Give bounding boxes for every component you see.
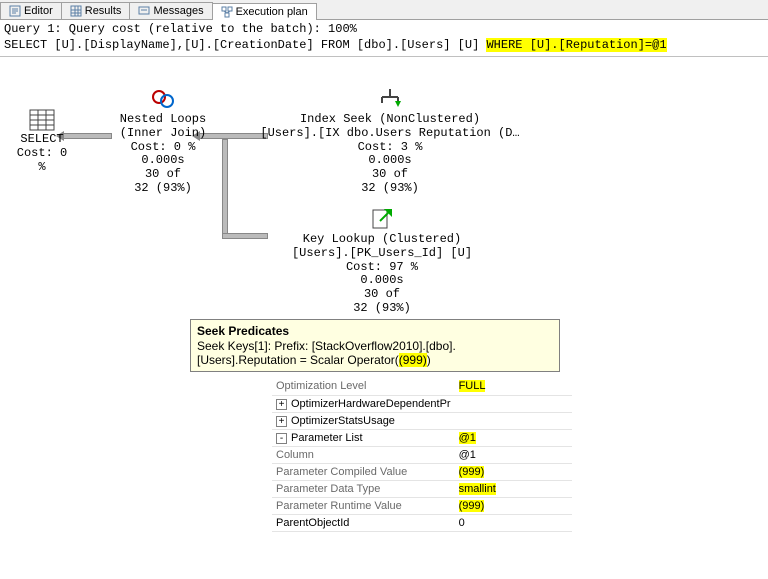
prop-row-runtime-value[interactable]: Parameter Runtime Value (999) — [272, 497, 572, 514]
prop-row-opt-hw[interactable]: + OptimizerHardwareDependentPr — [272, 395, 572, 412]
prop-name: Parameter List — [291, 432, 363, 444]
op-lookup-l5: 30 of — [272, 288, 492, 302]
op-lookup-l1: Key Lookup (Clustered) — [272, 233, 492, 247]
prop-row-data-type[interactable]: Parameter Data Type smallint — [272, 480, 572, 497]
sql-where-highlight: WHERE [U].[Reputation]=@1 — [486, 38, 666, 52]
prop-name: OptimizerStatsUsage — [291, 415, 395, 427]
seek-body-b: ) — [427, 353, 431, 367]
select-table-icon — [29, 109, 55, 131]
op-nested-l6: 32 (93%) — [108, 182, 218, 196]
arrow — [222, 233, 268, 239]
query-cost-header: Query 1: Query cost (relative to the bat… — [0, 20, 768, 38]
seek-predicates-title: Seek Predicates — [197, 324, 553, 338]
arrow — [222, 139, 228, 237]
prop-row-opt-stats[interactable]: + OptimizerStatsUsage — [272, 412, 572, 429]
prop-val: @1 — [459, 432, 476, 444]
prop-val — [455, 412, 572, 429]
prop-val: (999) — [459, 466, 485, 478]
op-nested-l2: (Inner Join) — [108, 127, 218, 141]
prop-name: Optimization Level — [272, 378, 455, 395]
op-seek-l6: 32 (93%) — [260, 182, 520, 196]
seek-predicates-body: Seek Keys[1]: Prefix: [StackOverflow2010… — [197, 339, 553, 367]
prop-row-column[interactable]: Column @1 — [272, 446, 572, 463]
collapse-icon[interactable]: - — [276, 433, 287, 444]
tab-plan-label: Execution plan — [236, 6, 308, 18]
prop-val — [455, 395, 572, 412]
op-lookup-l2: [Users].[PK_Users_Id] [U] — [272, 247, 492, 261]
seek-predicates-tooltip: Seek Predicates Seek Keys[1]: Prefix: [S… — [190, 319, 560, 372]
op-nested-l5: 30 of — [108, 168, 218, 182]
op-key-lookup[interactable]: Key Lookup (Clustered) [Users].[PK_Users… — [272, 207, 492, 316]
op-lookup-l6: 32 (93%) — [272, 302, 492, 316]
prop-name: Parameter Data Type — [272, 480, 455, 497]
prop-name: Parameter Compiled Value — [272, 463, 455, 480]
op-lookup-l4: 0.000s — [272, 274, 492, 288]
editor-icon — [9, 5, 21, 17]
prop-row-compiled-value[interactable]: Parameter Compiled Value (999) — [272, 463, 572, 480]
prop-val: 0 — [455, 514, 572, 531]
prop-name: OptimizerHardwareDependentPr — [291, 398, 451, 410]
prop-row-param-list[interactable]: -Parameter List @1 — [272, 429, 572, 446]
op-select-cost: Cost: 0 % — [10, 147, 74, 175]
op-seek-l3: Cost: 3 % — [260, 141, 520, 155]
index-seek-icon — [378, 87, 402, 111]
execution-plan-canvas: SELECT Cost: 0 % Nested Loops (Inner Joi… — [0, 57, 768, 317]
prop-name: Column — [272, 446, 455, 463]
sql-statement: SELECT [U].[DisplayName],[U].[CreationDa… — [0, 38, 768, 57]
grid-icon — [70, 5, 82, 17]
messages-icon — [138, 5, 150, 17]
tab-editor[interactable]: Editor — [0, 2, 62, 19]
tab-execution-plan[interactable]: Execution plan — [212, 3, 317, 20]
op-nested-l4: 0.000s — [108, 154, 218, 168]
prop-val: smallint — [459, 483, 496, 495]
tab-results-label: Results — [85, 5, 122, 17]
op-select[interactable]: SELECT Cost: 0 % — [10, 109, 74, 174]
op-lookup-l3: Cost: 97 % — [272, 261, 492, 275]
op-index-seek[interactable]: Index Seek (NonClustered) [Users].[IX db… — [260, 87, 520, 196]
prop-row-opt-level[interactable]: Optimization Level FULL — [272, 378, 572, 395]
op-nested-l3: Cost: 0 % — [108, 141, 218, 155]
tab-editor-label: Editor — [24, 5, 53, 17]
sql-part1: SELECT [U].[DisplayName],[U].[CreationDa… — [4, 38, 486, 52]
prop-name: Parameter Runtime Value — [272, 497, 455, 514]
op-seek-l1: Index Seek (NonClustered) — [260, 113, 520, 127]
prop-val: (999) — [459, 500, 485, 512]
prop-name: ParentObjectId — [272, 514, 455, 531]
key-lookup-icon — [370, 207, 394, 231]
prop-val: FULL — [459, 380, 486, 392]
plan-icon — [221, 6, 233, 18]
expand-icon[interactable]: + — [276, 399, 287, 410]
seek-body-hl: (999) — [399, 353, 427, 367]
prop-row-parent-object[interactable]: ParentObjectId 0 — [272, 514, 572, 531]
prop-val: @1 — [455, 446, 572, 463]
properties-grid: Optimization Level FULL + OptimizerHardwa… — [272, 378, 572, 532]
tab-results[interactable]: Results — [61, 2, 131, 19]
op-seek-l4: 0.000s — [260, 154, 520, 168]
op-seek-l2: [Users].[IX dbo.Users Reputation (D… — [260, 127, 520, 141]
tab-messages-label: Messages — [153, 5, 203, 17]
tab-messages[interactable]: Messages — [129, 2, 212, 19]
tab-bar: Editor Results Messages Execution plan — [0, 0, 768, 20]
nested-loops-icon — [150, 87, 176, 111]
op-nested-loops[interactable]: Nested Loops (Inner Join) Cost: 0 % 0.00… — [108, 87, 218, 196]
op-seek-l5: 30 of — [260, 168, 520, 182]
expand-icon[interactable]: + — [276, 416, 287, 427]
op-select-title: SELECT — [10, 133, 74, 147]
op-nested-l1: Nested Loops — [108, 113, 218, 127]
